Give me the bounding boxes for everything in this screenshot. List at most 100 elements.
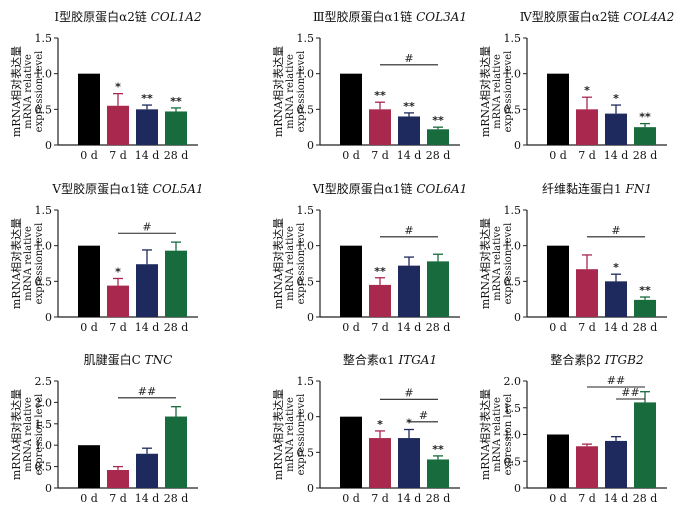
chart-panel-9: 整合素β2 ITGB2 0 0.5 1.0 1.5 2.0 mRNA相对表达量 mRNA re… — [478, 352, 667, 505]
y-tick-label: 0 — [514, 311, 521, 324]
y-axis-label: mRNA相对表达量 — [9, 389, 23, 480]
bar — [547, 73, 569, 145]
bar — [398, 116, 420, 145]
x-tick-label: 14 d — [397, 492, 422, 505]
y-tick-label: 2.5 — [35, 375, 53, 388]
y-axis-label: mRNA relative — [23, 54, 34, 129]
y-tick-label: 1.0 — [35, 439, 53, 452]
bar — [427, 261, 449, 317]
x-tick-label: 7 d — [371, 492, 389, 505]
chart-panel-7: 肌腱蛋白C TNC 0 0.5 1.0 1.5 2.0 2.5 mRNA相对表达量 mRNA r… — [9, 352, 198, 505]
x-tick-label: 7 d — [109, 149, 127, 162]
y-tick-label: 1.0 — [504, 68, 522, 81]
x-tick-label: 28 d — [633, 321, 658, 334]
chart-title-gene: COL5A1 — [149, 182, 204, 196]
x-tick-label: 14 d — [604, 149, 629, 162]
significance-stars: * — [584, 84, 590, 97]
y-tick-label: 1.5 — [35, 32, 53, 45]
significance-hash: ## — [138, 385, 156, 398]
significance-stars: ** — [432, 443, 444, 456]
significance-stars: * — [613, 261, 619, 274]
y-axis-label: expression level — [503, 394, 514, 476]
y-tick-label: 2.0 — [504, 375, 522, 388]
y-tick-label: 1.5 — [297, 375, 315, 388]
bar — [107, 470, 129, 488]
y-axis-label: mRNA相对表达量 — [9, 46, 23, 137]
y-tick-label: 1.5 — [297, 32, 315, 45]
y-tick-label: 2.0 — [35, 396, 53, 409]
y-tick-label: 0 — [514, 139, 521, 152]
y-axis-label: mRNA relative — [285, 397, 296, 472]
x-tick-label: 0 d — [342, 492, 360, 505]
significance-stars: ** — [374, 89, 386, 102]
significance-stars: * — [115, 81, 121, 94]
y-tick-label: 0 — [45, 139, 52, 152]
bar — [369, 109, 391, 145]
y-tick-label: 0 — [514, 482, 521, 495]
chart-panel-3: Ⅳ型胶原蛋白α2链 COL4A2 0 0.5 1.0 1.5 mRNA相对表达量 mRNA … — [478, 9, 674, 162]
significance-hash: # — [404, 52, 413, 65]
chart-title-gene: COL3A1 — [412, 10, 467, 24]
bar — [340, 73, 362, 145]
chart-title-cn: Ⅲ型胶原蛋白α1链 — [313, 9, 412, 24]
y-tick-label: 0.5 — [504, 103, 522, 116]
x-tick-label: 7 d — [371, 321, 389, 334]
x-tick-label: 14 d — [135, 149, 160, 162]
y-tick-label: 0 — [307, 311, 314, 324]
bar — [369, 438, 391, 488]
significance-hash: ## — [621, 386, 639, 399]
bar — [605, 440, 627, 488]
chart-title: Ⅴ型胶原蛋白α1链 COL5A1 — [51, 181, 203, 196]
significance-stars: ** — [141, 92, 153, 105]
significance-stars: ** — [639, 111, 651, 124]
y-axis-label: mRNA relative — [285, 54, 296, 129]
chart-panel-2: Ⅲ型胶原蛋白α1链 COL3A1 0 0.5 1.0 1.5 mRNA相对表达量 mRNA … — [271, 9, 467, 162]
y-tick-label: 0.5 — [297, 103, 315, 116]
significance-hash: ## — [607, 374, 625, 387]
bar — [78, 73, 100, 145]
bar — [78, 445, 100, 488]
y-axis-label: mRNA相对表达量 — [271, 218, 285, 309]
y-tick-label: 1.5 — [504, 32, 522, 45]
chart-title-cn: Ⅳ型胶原蛋白α2链 — [520, 9, 620, 24]
x-tick-label: 7 d — [109, 321, 127, 334]
bar — [398, 265, 420, 317]
x-tick-label: 0 d — [80, 492, 98, 505]
bar — [547, 245, 569, 317]
y-axis-label: expression level — [296, 223, 307, 305]
x-tick-label: 14 d — [397, 149, 422, 162]
chart-panel-1: Ⅰ型胶原蛋白α2链 COL1A2 0 0.5 1.0 1.5 mRNA相对表达量 mRNA … — [9, 9, 202, 162]
bar — [427, 459, 449, 488]
x-tick-label: 7 d — [578, 492, 596, 505]
significance-hash: # — [419, 409, 428, 422]
y-tick-label: 1.0 — [35, 240, 53, 253]
x-tick-label: 28 d — [164, 492, 189, 505]
y-axis-label: mRNA relative — [492, 54, 503, 129]
x-tick-label: 7 d — [578, 321, 596, 334]
significance-stars: ** — [170, 95, 182, 108]
bar — [136, 264, 158, 317]
x-tick-label: 0 d — [342, 321, 360, 334]
x-tick-label: 0 d — [80, 149, 98, 162]
bar — [78, 245, 100, 317]
significance-stars: ** — [403, 100, 415, 113]
bar — [605, 113, 627, 145]
y-axis-label: expression level — [503, 223, 514, 305]
significance-stars: * — [377, 418, 383, 431]
chart-panel-4: Ⅴ型胶原蛋白α1链 COL5A1 0 0.5 1.0 1.5 mRNA相对表达量 mRNA … — [9, 181, 204, 334]
bar — [576, 446, 598, 488]
x-tick-label: 0 d — [342, 149, 360, 162]
y-tick-label: 1.5 — [297, 204, 315, 217]
bar — [107, 105, 129, 145]
x-tick-label: 28 d — [633, 149, 658, 162]
y-tick-label: 1.0 — [297, 411, 315, 424]
significance-stars: ** — [432, 114, 444, 127]
x-tick-label: 14 d — [604, 492, 629, 505]
bar — [340, 245, 362, 317]
chart-title-gene: TNC — [141, 353, 173, 367]
x-tick-label: 14 d — [397, 321, 422, 334]
y-axis-label: mRNA relative — [492, 226, 503, 301]
significance-stars: ** — [639, 284, 651, 297]
significance-hash: # — [404, 224, 413, 237]
